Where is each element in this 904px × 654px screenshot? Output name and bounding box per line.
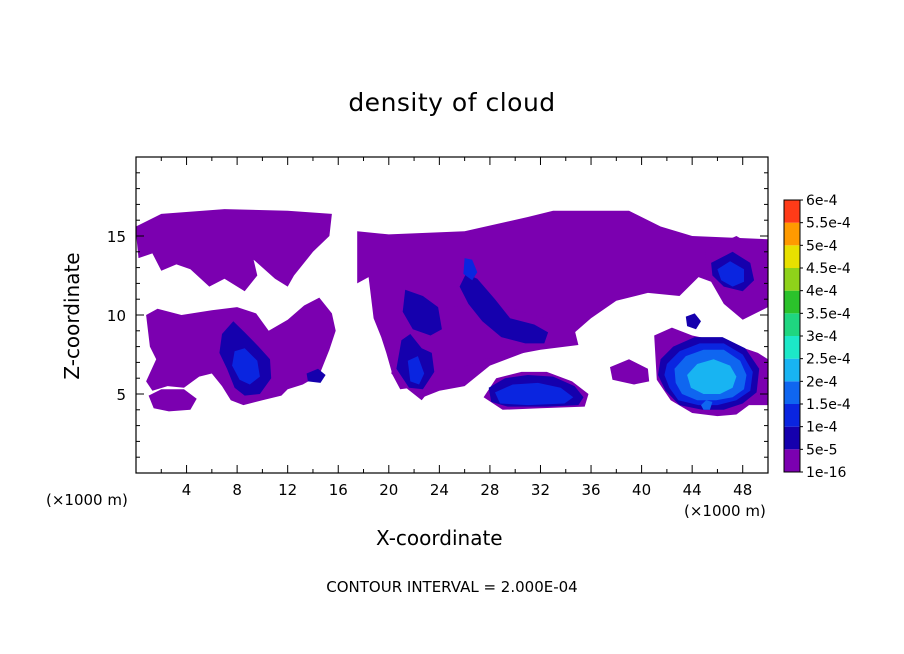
y-tick-label: 5 bbox=[116, 386, 126, 404]
colorbar-swatch bbox=[784, 426, 800, 450]
x-tick-label: 48 bbox=[733, 481, 752, 499]
colorbar-label: 2.5e-4 bbox=[806, 352, 851, 368]
contour-region bbox=[717, 261, 744, 287]
colorbar-label: 2e-4 bbox=[806, 374, 838, 390]
colorbar-swatch bbox=[784, 290, 800, 314]
colorbar-swatch bbox=[784, 200, 800, 223]
colorbar-swatch bbox=[784, 245, 800, 268]
colorbar-label: 3.5e-4 bbox=[806, 306, 851, 322]
contour-region bbox=[459, 273, 549, 344]
colorbar-swatch bbox=[784, 313, 800, 336]
contour-region bbox=[495, 382, 574, 406]
contour-region bbox=[685, 313, 701, 330]
contour-region bbox=[610, 359, 650, 385]
y-axis-label: Z-coordinate bbox=[60, 252, 84, 380]
x-tick-label: 36 bbox=[581, 481, 600, 499]
colorbar-label: 1e-16 bbox=[806, 465, 846, 481]
x-tick-label: 44 bbox=[683, 481, 702, 499]
contour-region bbox=[463, 258, 478, 281]
colorbar-label: 4.5e-4 bbox=[806, 261, 851, 277]
colorbar-label: 6e-4 bbox=[806, 193, 838, 209]
x-tick-label: 16 bbox=[329, 481, 348, 499]
contour-region bbox=[402, 289, 442, 336]
contour-region bbox=[232, 348, 260, 385]
colorbar-label: 5e-5 bbox=[806, 442, 837, 458]
colorbar-swatch bbox=[784, 404, 800, 427]
x-axis-label: X-coordinate bbox=[376, 526, 503, 550]
chart-title: density of cloud bbox=[348, 88, 556, 117]
x-unit-label-left: (×1000 m) bbox=[46, 491, 128, 509]
colorbar-swatch bbox=[784, 381, 800, 404]
x-tick-label: 40 bbox=[632, 481, 651, 499]
colorbar-swatch bbox=[784, 449, 800, 472]
colorbar-swatch bbox=[784, 222, 800, 246]
x-tick-label: 12 bbox=[278, 481, 297, 499]
x-tick-label: 20 bbox=[379, 481, 398, 499]
colorbar-label: 5e-4 bbox=[806, 238, 838, 254]
x-tick-label: 24 bbox=[430, 481, 449, 499]
contour-interval-note: CONTOUR INTERVAL = 2.000E-04 bbox=[326, 578, 578, 596]
y-tick-label: 15 bbox=[107, 228, 126, 246]
colorbar-label: 1.5e-4 bbox=[806, 397, 851, 413]
contour-regions bbox=[136, 209, 768, 417]
contour-region bbox=[136, 209, 332, 292]
colorbar-swatch bbox=[784, 336, 800, 359]
x-unit-label-right: (×1000 m) bbox=[684, 502, 766, 520]
x-tick-label: 28 bbox=[480, 481, 499, 499]
x-tick-label: 4 bbox=[182, 481, 192, 499]
contour-region bbox=[306, 368, 326, 383]
colorbar-swatch bbox=[784, 358, 800, 382]
contour-region bbox=[701, 400, 713, 410]
colorbar-label: 5.5e-4 bbox=[806, 216, 851, 232]
x-tick-label: 8 bbox=[232, 481, 242, 499]
y-tick-label: 10 bbox=[107, 307, 126, 325]
x-tick-label: 32 bbox=[531, 481, 550, 499]
colorbar: 1e-16 5e-5 1e-4 1.5e-4 2e-4 2.5e-4 3e-4 3.5e-4 4… bbox=[783, 193, 851, 481]
colorbar-label: 4e-4 bbox=[806, 284, 838, 300]
contour-region bbox=[148, 389, 197, 412]
contour-region bbox=[407, 356, 425, 385]
colorbar-label: 1e-4 bbox=[806, 420, 838, 436]
contour-region bbox=[687, 359, 737, 394]
colorbar-swatch bbox=[784, 268, 800, 291]
colorbar-label: 3e-4 bbox=[806, 329, 838, 345]
